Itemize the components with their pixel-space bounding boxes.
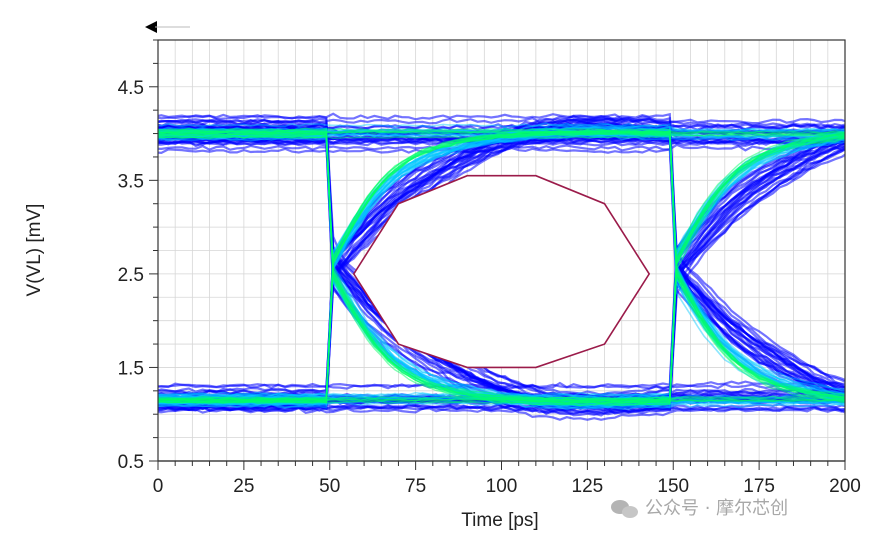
- x-axis: 0 25 50 75 100 125 150 175 200: [153, 460, 861, 497]
- y-tick-label: 4.5: [118, 78, 144, 99]
- x-tick-label: 75: [405, 476, 426, 497]
- trace-outer: [158, 123, 845, 132]
- trace-mid: [158, 134, 845, 408]
- x-tick-label: 125: [572, 476, 604, 497]
- trace-core: [158, 135, 845, 407]
- x-tick-label: 50: [319, 476, 340, 497]
- x-tick-label: 150: [657, 476, 689, 497]
- trace-mid: [158, 131, 845, 406]
- trace-outer: [158, 146, 845, 414]
- trace-mid: [158, 133, 845, 407]
- trace-mid: [158, 122, 845, 391]
- y-axis-title: V(VL) [mV]: [24, 204, 45, 297]
- axis-arrow-icon: [145, 21, 157, 33]
- y-axis: 0.5 1.5 2.5 3.5 4.5: [118, 39, 158, 473]
- trace-core: [158, 128, 845, 401]
- eye-mask-outline: [352, 174, 651, 369]
- y-tick-label: 0.5: [118, 452, 144, 473]
- x-axis-title: Time [ps]: [461, 510, 538, 531]
- y-tick-label: 1.5: [118, 358, 144, 379]
- x-tick-label: 200: [829, 476, 861, 497]
- trace-outer: [158, 117, 845, 125]
- trace-outer: [158, 405, 845, 413]
- trace-core: [158, 127, 845, 396]
- eye-mask: [352, 174, 651, 369]
- x-tick-label: 25: [233, 476, 254, 497]
- x-tick-label: 175: [743, 476, 775, 497]
- watermark: 公众号 · 摩尔芯创: [611, 498, 788, 519]
- watermark-text: 公众号 · 摩尔芯创: [645, 498, 788, 519]
- trace-core: [158, 131, 845, 403]
- x-tick-label: 0: [153, 476, 164, 497]
- trace-outer: [158, 114, 845, 396]
- y-tick-label: 3.5: [118, 171, 144, 192]
- eye-traces: [158, 112, 845, 421]
- y-tick-label: 2.5: [118, 265, 144, 286]
- trace-outer: [158, 139, 845, 421]
- trace-core: [158, 128, 845, 400]
- wechat-icon: [611, 500, 638, 518]
- trace-core: [158, 133, 845, 405]
- x-tick-label: 100: [486, 476, 518, 497]
- trace-core: [158, 132, 845, 404]
- trace-core: [158, 134, 845, 402]
